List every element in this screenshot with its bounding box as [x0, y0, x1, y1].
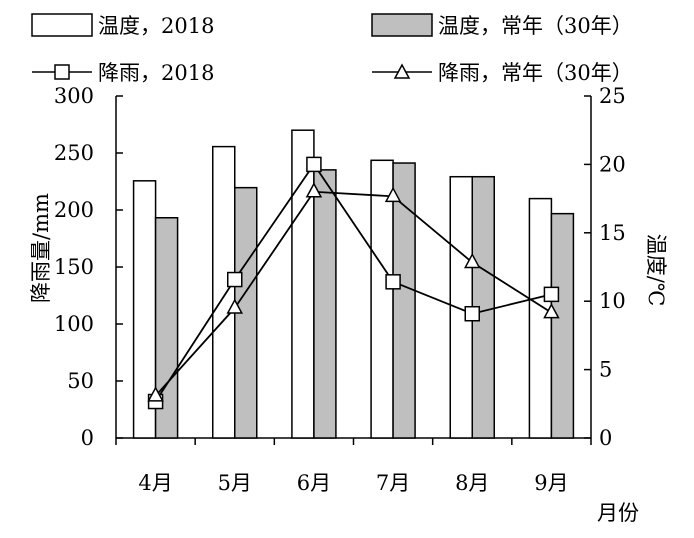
point-rain-2018 — [306, 156, 322, 173]
point-rain-normal — [384, 186, 402, 203]
point-rain-2018 — [543, 286, 560, 303]
left-y-ticks: 0 50 100 150 200 250 300 — [54, 84, 123, 450]
bar-temp-2018 — [212, 145, 236, 439]
bar-temp-normal — [313, 169, 337, 439]
left-tick-label: 200 — [54, 198, 94, 222]
axes — [115, 96, 592, 439]
point-rain-2018 — [227, 271, 243, 288]
legend-label-rain-normal: 降雨，常年（30年） — [438, 61, 633, 85]
legend-item-temp-normal: 温度，常年（30年） — [371, 13, 633, 38]
legend-label-temp-normal: 温度，常年（30年） — [438, 14, 633, 38]
bar-temp-normal — [392, 162, 416, 439]
left-axis-title: 降雨量/mm — [29, 193, 53, 303]
point-rain-2018 — [385, 274, 401, 290]
left-tick-label: 0 — [81, 426, 94, 450]
legend-item-temp-2018: 温度，2018 — [31, 13, 214, 38]
point-rain-normal — [463, 252, 481, 269]
rain-lines — [147, 156, 560, 410]
x-tick-label: 6月 — [297, 471, 331, 495]
legend-marker-rain-normal — [393, 63, 411, 79]
point-rain-normal — [543, 303, 560, 319]
line-rain-2018 — [154, 162, 552, 403]
point-rain-2018 — [464, 305, 480, 322]
right-axis-title: 温度/℃ — [644, 234, 668, 307]
legend-marker-rain-2018 — [54, 64, 70, 80]
legend-swatch-temp-normal — [371, 13, 433, 37]
right-tick-label: 25 — [599, 84, 626, 108]
right-tick-label: 20 — [599, 152, 626, 176]
line-rain-normal — [154, 190, 552, 397]
x-tick-label: 7月 — [376, 471, 410, 495]
x-tick-label: 5月 — [218, 471, 252, 495]
legend-item-rain-normal: 降雨，常年（30年） — [372, 61, 633, 85]
legend: 温度，2018 温度，常年（30年） 降雨，2018 降雨，常年（30年） — [31, 13, 633, 85]
legend-item-rain-2018: 降雨，2018 — [32, 61, 214, 85]
legend-swatch-temp-2018 — [31, 13, 93, 37]
left-tick-label: 150 — [54, 255, 94, 279]
bar-temp-normal — [154, 217, 179, 439]
x-axis-title: 月份 — [597, 501, 639, 525]
right-tick-label: 15 — [599, 221, 626, 245]
right-tick-label: 5 — [599, 358, 612, 382]
bar-temp-normal — [550, 212, 575, 439]
point-rain-normal — [226, 298, 244, 314]
x-ticks: 4月 5月 6月 7月 8月 9月 — [115, 438, 592, 495]
x-tick-label: 9月 — [534, 471, 568, 495]
left-tick-label: 300 — [54, 84, 94, 108]
legend-label-temp-2018: 温度，2018 — [98, 14, 214, 38]
bars — [132, 129, 575, 439]
right-tick-label: 0 — [599, 426, 612, 450]
legend-label-rain-2018: 降雨，2018 — [98, 61, 214, 85]
point-rain-normal — [147, 386, 164, 402]
bar-temp-2018 — [291, 129, 315, 439]
x-tick-label: 8月 — [455, 471, 489, 495]
right-y-ticks: 0 5 10 15 20 25 — [584, 84, 626, 450]
left-tick-label: 250 — [54, 141, 94, 165]
left-tick-label: 50 — [67, 369, 94, 393]
point-rain-normal — [305, 182, 323, 198]
x-tick-label: 4月 — [138, 471, 172, 495]
left-tick-label: 100 — [54, 312, 94, 336]
right-tick-label: 10 — [599, 289, 626, 313]
